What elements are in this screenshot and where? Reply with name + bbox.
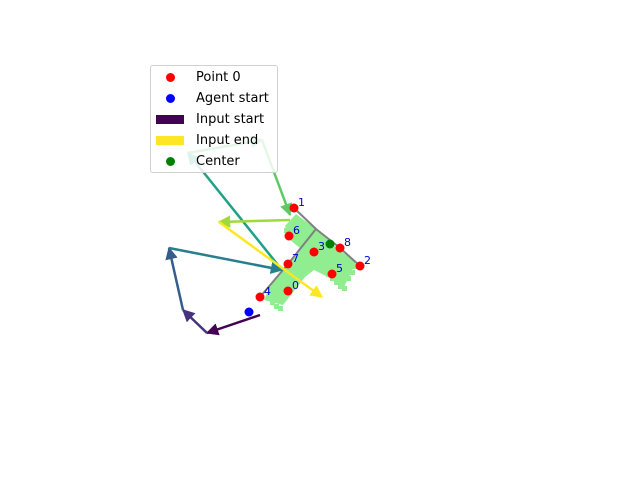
point-label-6: 6: [293, 224, 300, 237]
point-marker-2: [355, 261, 365, 271]
point-label-8: 8: [344, 236, 351, 249]
center-marker: [325, 239, 335, 249]
legend-label: Agent start: [196, 90, 269, 106]
point-label-4: 4: [264, 285, 271, 298]
mask-pixel: [278, 306, 283, 311]
point-marker-4: [255, 292, 265, 302]
point-marker-7: [283, 259, 293, 269]
legend-label: Point 0: [196, 69, 241, 85]
legend-item-agent-start: Agent start: [155, 89, 269, 107]
legend-swatch-center: [165, 156, 175, 166]
legend-item-input-end: Input end: [155, 131, 258, 149]
point-marker-1: [289, 203, 299, 213]
point-label-1: 1: [298, 196, 305, 209]
legend-item-center: Center: [155, 152, 240, 170]
shape-mask: [264, 214, 357, 311]
mask-pixel: [334, 280, 339, 285]
legend-item-input-start: Input start: [155, 110, 264, 128]
mask-pixel: [270, 300, 275, 305]
mask-pixel: [304, 256, 309, 261]
point-markers: [244, 203, 365, 317]
input-path: [165, 135, 324, 336]
point-marker-8: [335, 243, 345, 253]
mask-pixel: [342, 286, 347, 291]
point-marker-5: [327, 269, 337, 279]
mask-pixel: [292, 236, 297, 241]
legend-swatch-agent-start: [165, 93, 175, 103]
point-label-2: 2: [364, 254, 371, 267]
mask-pixel: [352, 264, 357, 269]
mask-pixel: [346, 276, 351, 281]
mask-pixel: [296, 264, 301, 269]
mask-pixel: [274, 304, 279, 309]
point-marker-0: [283, 286, 293, 296]
path-arrow-0: [205, 313, 261, 336]
mask-pixel: [300, 260, 305, 265]
legend-label: Center: [196, 153, 240, 169]
outline-top: [293, 207, 361, 267]
point-label-0: 0: [292, 279, 299, 292]
path-arrow-8: [218, 220, 324, 299]
point-marker-3: [309, 247, 319, 257]
path-arrow-2: [165, 246, 185, 311]
mask-pixel: [330, 276, 335, 281]
mask-pixel: [296, 240, 301, 245]
point-labels: 0 1 2 3 4 5 6 7 8: [264, 196, 371, 298]
point-label-3: 3: [318, 240, 325, 253]
legend-item-point0: Point 0: [155, 68, 241, 86]
mask-pixel: [292, 268, 297, 273]
path-arrow-1: [182, 309, 208, 334]
legend: Point 0 Agent start Input start Input en…: [150, 65, 278, 173]
mask-pixel: [284, 228, 289, 233]
point-label-5: 5: [336, 262, 343, 275]
mask-pixel: [268, 292, 273, 297]
mask-pixel: [338, 284, 343, 289]
mask-pixel: [350, 270, 355, 275]
mask-pixel: [272, 288, 277, 293]
point-marker-6: [284, 231, 294, 241]
legend-label: Input start: [196, 111, 265, 127]
path-arrow-7: [217, 215, 291, 228]
legend-swatch-point0: [165, 72, 175, 82]
legend-label: Input end: [196, 132, 259, 148]
agent-start-marker: [244, 307, 254, 317]
legend-swatch-input-end: [156, 135, 184, 145]
path-arrow-3: [168, 246, 284, 274]
legend-swatch-input-start: [156, 114, 184, 124]
mask-pixel: [280, 280, 285, 285]
mask-pixel: [284, 276, 289, 281]
mask-region: [264, 214, 356, 305]
mask-pixel: [276, 284, 281, 289]
point-label-7: 7: [292, 252, 299, 265]
